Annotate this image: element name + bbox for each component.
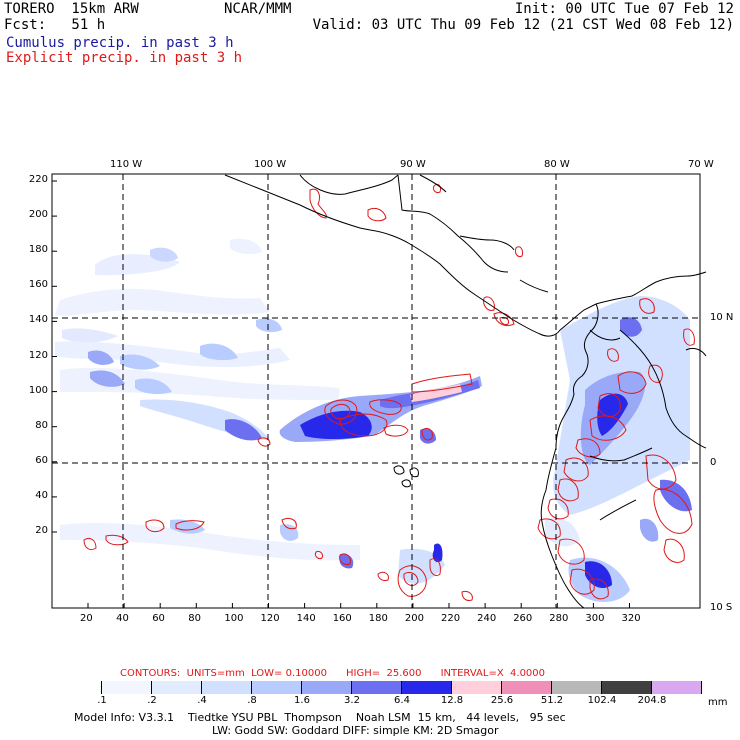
lon-label-70w: 70 W [688,159,714,170]
colorbar-swatch [202,681,252,694]
map-frame [51,173,701,609]
x-tick-label: 200 [404,613,424,624]
init-time: Init: 00 UTC Tue 07 Feb 12 [514,1,734,17]
colorbar-label: .2 [147,695,157,706]
colorbar-swatch [402,681,452,694]
y-tick-label: 60 [35,454,48,466]
coastlines [224,174,707,609]
colorbar-label: 102.4 [587,695,617,706]
x-tick-label: 60 [152,613,165,624]
y-tick-label: 220 [28,174,48,185]
x-tick-label: 280 [549,613,569,624]
colorbar-swatch [602,681,652,694]
axis-tickmarks [52,180,630,608]
y-tick-label: 20 [35,525,48,536]
colorbar-label: 51.2 [540,695,564,706]
cumulus-precip-shading [55,238,692,602]
lon-label-80w: 80 W [544,159,570,170]
y-tick-label: 200 [28,209,48,221]
explicit-field-label: Explicit precip. in past 3 h [6,50,243,66]
x-tick-label: 260 [513,613,533,624]
colorbar-swatch [502,681,552,694]
colorbar-swatch [102,681,152,694]
lon-label-110w: 110 W [110,159,143,170]
y-tick-label: 180 [28,244,48,256]
colorbar-swatch [302,681,352,694]
colorbar-label: 1.6 [294,695,310,706]
x-tick-label: 240 [477,613,497,624]
explicit-precip-contours [83,183,695,601]
colorbar-swatch [152,681,202,694]
x-tick-label: 100 [224,613,244,624]
colorbar-label: .1 [97,695,107,706]
physics-info: LW: Godd SW: Goddard DIFF: simple KM: 2D… [212,724,499,737]
center-label: NCAR/MMM [224,1,292,17]
lat-lon-grid [52,174,700,608]
y-tick-label: 40 [35,489,48,501]
y-tick-label: 100 [28,384,48,396]
x-tick-label: 320 [621,613,641,624]
y-tick-label: 120 [28,349,48,361]
valid-time: Valid: 03 UTC Thu 09 Feb 12 (21 CST Wed … [312,17,734,33]
colorbar-label: 25.6 [490,695,514,706]
model-info: Model Info: V3.3.1 Tiedtke YSU PBL Thomp… [74,711,566,724]
x-tick-label: 160 [332,613,352,624]
colorbar-label: 6.4 [394,695,410,706]
colorbar-swatch [352,681,402,694]
colorbar-label: 204.8 [637,695,667,706]
x-tick-label: 20 [80,613,93,624]
colorbar-label: .8 [247,695,257,706]
lat-label-10s: 10 S [710,602,733,613]
colorbar-unit: mm [708,697,728,708]
y-tick-label: 80 [35,419,48,431]
x-tick-label: 80 [188,613,202,624]
colorbar-swatch [452,681,502,694]
x-tick-label: 220 [441,613,461,624]
contour-info: CONTOURS: UNITS=mm LOW= 0.10000 HIGH= 25… [120,668,546,679]
x-tick-label: 40 [116,613,129,624]
y-tick-label: 140 [28,314,48,326]
colorbar-label: 3.2 [344,695,360,706]
x-tick-label: 180 [368,613,388,624]
colorbar-label: .4 [197,695,207,706]
cumulus-field-label: Cumulus precip. in past 3 h [6,35,234,51]
colorbar-swatch [652,681,702,694]
colorbar-swatch [252,681,302,694]
lat-label-equator: 0 [710,457,717,468]
colorbar-swatch [552,681,602,694]
colorbar-label: 12.8 [440,695,464,706]
x-tick-label: 120 [260,613,280,624]
x-tick-label: 300 [585,613,605,624]
colorbar-swatch [52,681,102,694]
lon-label-100w: 100 W [254,159,287,170]
lat-label-10n: 10 N [710,312,734,323]
model-title: TORERO 15km ARW [4,1,139,17]
y-tick-label: 160 [28,279,48,291]
lon-label-90w: 90 W [400,159,426,170]
x-tick-label: 140 [296,613,316,624]
forecast-hour: Fcst: 51 h [4,17,106,33]
